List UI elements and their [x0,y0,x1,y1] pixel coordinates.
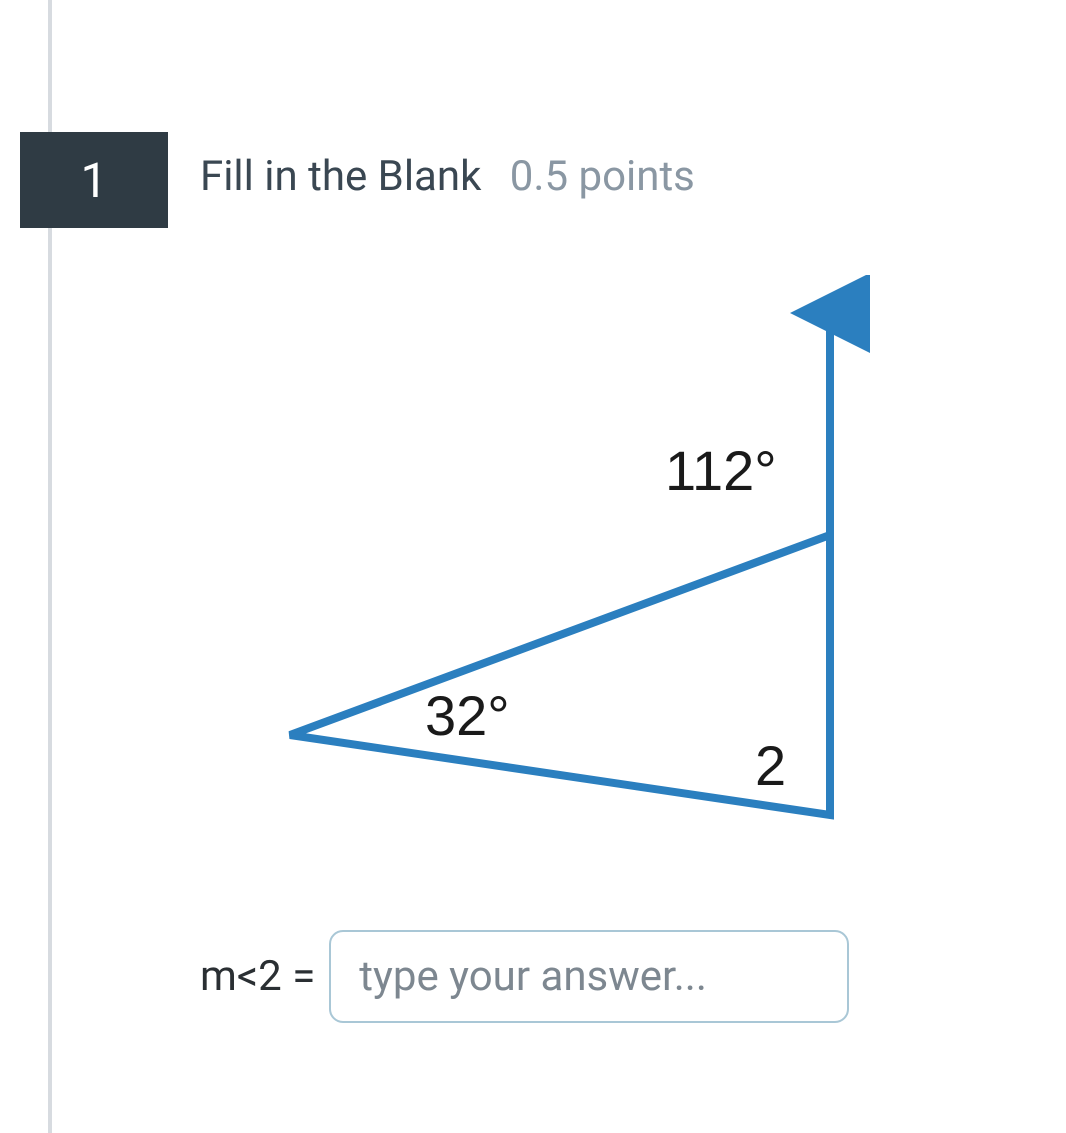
question-number: 1 [81,152,108,209]
answer-prompt-label: m<2 = [200,952,315,1001]
geometry-figure: 112° 32° 2 [200,275,900,875]
interior-angle-32-label: 32° [425,684,510,747]
triangle-diagram-svg: 112° 32° 2 [200,275,900,875]
answer-row: m<2 = [200,930,849,1023]
triangle-shape [290,535,830,815]
question-number-badge: 1 [20,132,168,228]
angle-2-label: 2 [755,734,786,797]
exterior-angle-label: 112° [665,439,777,502]
answer-input[interactable] [329,930,849,1023]
question-header: Fill in the Blank 0.5 points [200,152,695,201]
question-type-label: Fill in the Blank [200,152,481,201]
question-points-label: 0.5 points [510,152,695,201]
